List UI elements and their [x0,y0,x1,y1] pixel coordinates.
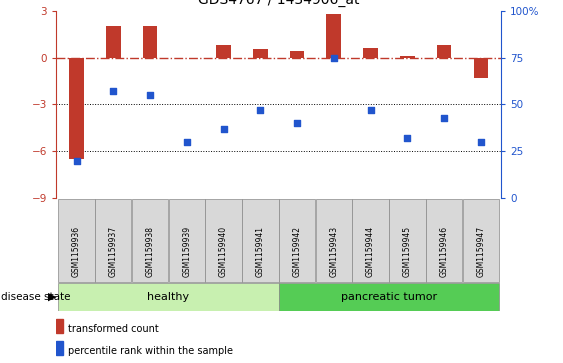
FancyBboxPatch shape [59,199,95,282]
Text: GSM1159947: GSM1159947 [476,226,485,277]
Bar [437,45,452,58]
FancyBboxPatch shape [132,199,168,282]
Point [403,135,412,141]
Text: GSM1159938: GSM1159938 [145,226,154,277]
Point [145,92,154,98]
Bar [142,26,158,58]
Bar [106,26,120,58]
Text: GSM1159943: GSM1159943 [329,226,338,277]
Bar [216,45,231,58]
FancyBboxPatch shape [463,199,499,282]
Point [329,55,338,61]
FancyBboxPatch shape [242,199,279,282]
Bar [327,14,341,58]
FancyBboxPatch shape [316,199,352,282]
Text: GSM1159941: GSM1159941 [256,226,265,277]
Text: GSM1159945: GSM1159945 [403,226,412,277]
FancyBboxPatch shape [58,283,279,311]
Text: GSM1159942: GSM1159942 [293,226,302,277]
Bar [69,58,84,159]
Bar [290,51,305,58]
Point [109,89,118,94]
Title: GDS4767 / 1434906_at: GDS4767 / 1434906_at [198,0,359,7]
Text: GSM1159937: GSM1159937 [109,226,118,277]
FancyBboxPatch shape [352,199,389,282]
Bar [253,49,267,58]
Text: percentile rank within the sample: percentile rank within the sample [68,346,233,356]
Text: GSM1159939: GSM1159939 [182,226,191,277]
Text: GSM1159936: GSM1159936 [72,226,81,277]
Text: GSM1159946: GSM1159946 [440,226,449,277]
Text: ▶: ▶ [48,292,57,302]
FancyBboxPatch shape [168,199,205,282]
Point [219,126,228,132]
Bar [473,58,488,78]
Text: pancreatic tumor: pancreatic tumor [341,292,437,302]
FancyBboxPatch shape [95,199,132,282]
Bar [56,341,63,355]
FancyBboxPatch shape [205,199,242,282]
Text: GSM1159944: GSM1159944 [366,226,375,277]
FancyBboxPatch shape [279,199,315,282]
FancyBboxPatch shape [389,199,426,282]
Text: transformed count: transformed count [68,324,159,334]
FancyBboxPatch shape [279,283,499,311]
Bar [363,48,378,58]
Point [256,107,265,113]
FancyBboxPatch shape [426,199,462,282]
Text: GSM1159940: GSM1159940 [219,226,228,277]
Text: healthy: healthy [148,292,190,302]
Bar [56,319,63,333]
Point [476,139,485,145]
Point [440,115,449,121]
Text: disease state: disease state [1,292,70,302]
Point [293,120,302,126]
Point [366,107,375,113]
Point [72,158,81,163]
Bar [400,56,415,58]
Point [182,139,191,145]
